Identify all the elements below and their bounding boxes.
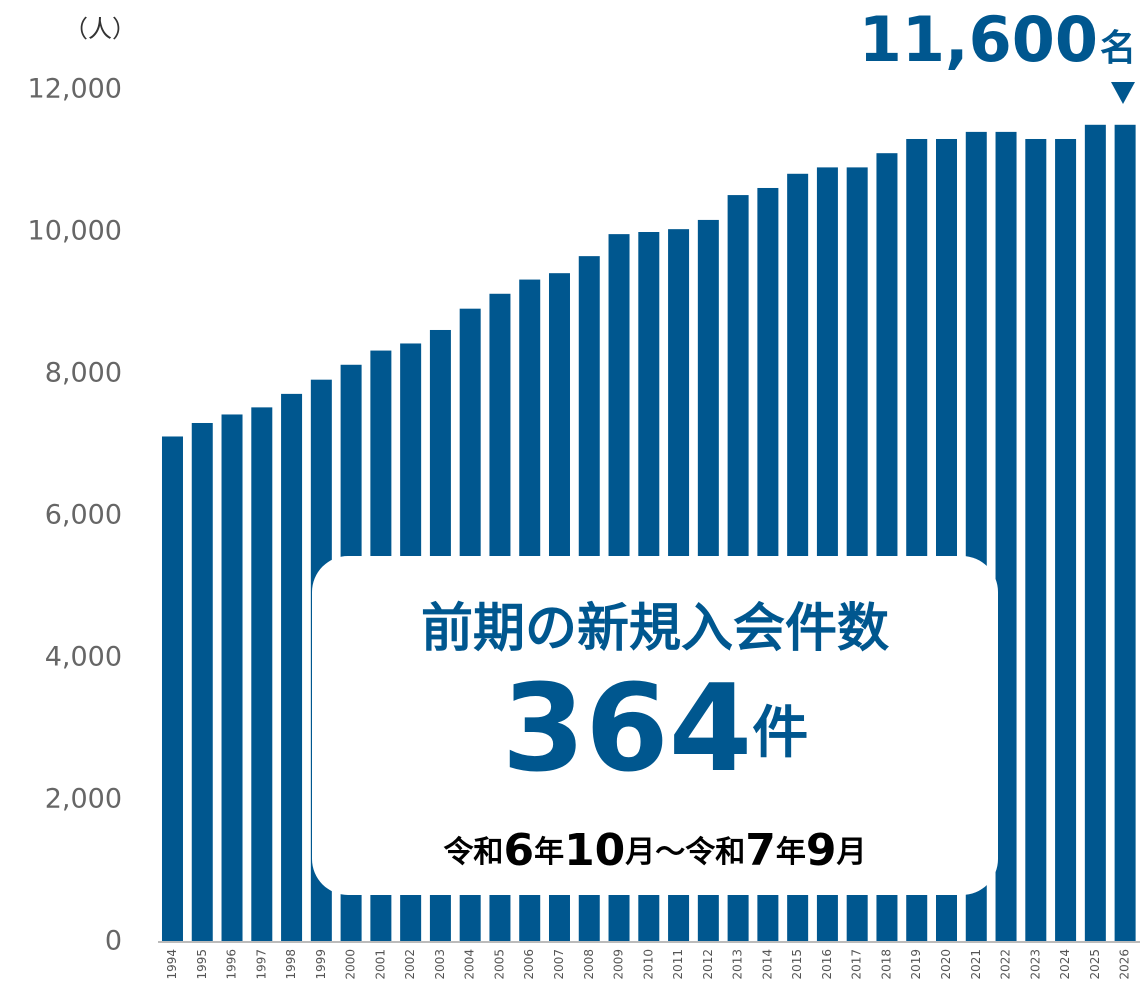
x-tick-label: 2001 xyxy=(373,949,387,980)
period-part: 9 xyxy=(806,825,837,876)
bar xyxy=(1055,138,1077,943)
y-tick-label: 10,000 xyxy=(28,216,122,247)
x-tick-label: 2026 xyxy=(1118,949,1132,980)
bar xyxy=(161,436,183,942)
x-tick-label: 1995 xyxy=(195,949,209,980)
y-tick-label: 8,000 xyxy=(45,358,122,389)
x-tick-label: 2013 xyxy=(731,949,745,980)
callout-number-unit: 件 xyxy=(752,701,808,766)
x-tick-label: 2008 xyxy=(582,949,596,980)
x-tick-label: 2023 xyxy=(1028,949,1042,980)
x-tick-label: 2020 xyxy=(939,949,953,980)
callout-title: 前期の新規入会件数 xyxy=(421,599,889,659)
x-tick-label: 2007 xyxy=(552,949,566,980)
y-tick-label: 12,000 xyxy=(28,74,122,105)
callout-number: 364件 xyxy=(502,660,809,799)
x-tick-label: 1996 xyxy=(225,949,239,980)
x-tick-label: 1998 xyxy=(284,949,298,980)
period-part: 6 xyxy=(503,825,534,876)
x-tick-label: 2011 xyxy=(671,949,685,980)
x-tick-label: 1999 xyxy=(314,949,328,980)
x-tick-label: 2012 xyxy=(701,949,715,980)
x-tick-label: 2016 xyxy=(820,949,834,980)
period-part: 月 xyxy=(837,835,867,870)
x-tick-label: 2015 xyxy=(790,949,804,980)
x-tick-label: 2024 xyxy=(1058,949,1072,980)
x-tick-label: 2004 xyxy=(463,949,477,980)
callout-period: 令和6年10月～令和7年9月 xyxy=(443,825,866,876)
x-tick-label: 2006 xyxy=(522,949,536,980)
x-tick-label: 2010 xyxy=(641,949,655,980)
x-tick-label: 1994 xyxy=(165,949,179,980)
bar xyxy=(251,407,273,942)
x-tick-label: 2000 xyxy=(344,949,358,980)
x-tick-label: 2005 xyxy=(492,949,506,980)
bar xyxy=(221,414,243,943)
y-tick-label: 6,000 xyxy=(45,500,122,531)
x-tick-label: 2017 xyxy=(850,949,864,980)
y-tick-label: 4,000 xyxy=(45,642,122,673)
annotation-number: 11,600 xyxy=(859,3,1098,76)
x-tick-label: 2019 xyxy=(909,949,923,980)
y-tick-label: 0 xyxy=(105,926,122,957)
period-part: 月～令和 xyxy=(625,835,745,870)
x-tick-label: 2018 xyxy=(879,949,893,980)
period-part: 7 xyxy=(745,825,776,876)
x-tick-label: 2025 xyxy=(1088,949,1102,980)
callout-number-value: 364 xyxy=(502,660,753,799)
y-tick-label: 2,000 xyxy=(45,784,122,815)
x-tick-label: 2003 xyxy=(433,949,447,980)
bar xyxy=(995,131,1017,942)
x-tick-label: 2022 xyxy=(999,949,1013,980)
x-tick-label: 2021 xyxy=(969,949,983,980)
bar xyxy=(1084,124,1106,943)
period-part: 年 xyxy=(776,835,806,870)
unit-label: （人） xyxy=(64,15,136,43)
bar xyxy=(1114,124,1136,943)
x-tick-label: 1997 xyxy=(254,949,268,980)
bar xyxy=(1025,138,1047,943)
annotation-unit: 名 xyxy=(1100,28,1136,69)
x-tick-label: 2009 xyxy=(612,949,626,980)
annotation-arrow xyxy=(1111,82,1135,104)
x-tick-label: 2002 xyxy=(403,949,417,980)
bar xyxy=(281,393,303,942)
x-tick-label: 2014 xyxy=(760,949,774,980)
period-part: 年 xyxy=(534,835,564,870)
period-part: 令和 xyxy=(443,835,503,870)
callout-box xyxy=(312,556,998,895)
bar xyxy=(191,422,213,942)
period-part: 10 xyxy=(564,825,625,876)
